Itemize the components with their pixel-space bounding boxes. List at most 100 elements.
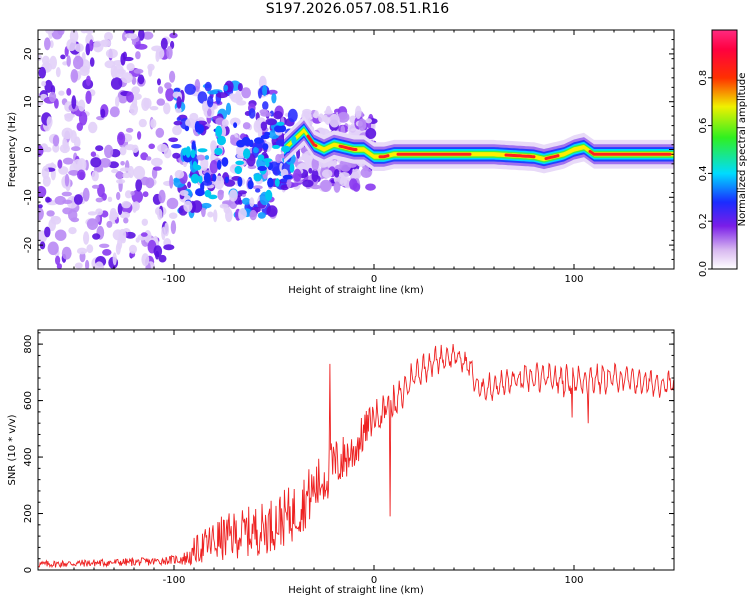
- noise-blob: [322, 114, 328, 123]
- signal-blob: [190, 149, 196, 159]
- signal-blob: [212, 173, 217, 182]
- noise-blob: [135, 179, 143, 192]
- noise-blob: [333, 181, 341, 193]
- noise-blob: [49, 55, 57, 70]
- signal-blob: [190, 173, 200, 184]
- noise-blob: [45, 196, 51, 203]
- noise-blob: [88, 121, 98, 134]
- noise-blob: [161, 226, 166, 240]
- noise-blob: [164, 82, 172, 89]
- noise-blob: [70, 130, 77, 144]
- noise-blob: [48, 218, 56, 232]
- noise-blob: [324, 109, 333, 115]
- noise-blob: [266, 205, 278, 217]
- noise-blob: [260, 121, 268, 131]
- noise-blob: [221, 119, 229, 127]
- ridge-layer: [284, 128, 674, 162]
- signal-blob: [276, 121, 285, 126]
- noise-blob: [126, 91, 134, 103]
- noise-blob: [349, 178, 358, 190]
- noise-blob: [44, 60, 50, 71]
- noise-blob: [253, 120, 261, 133]
- colorbar-tick-label: 0.8: [698, 70, 709, 86]
- noise-blob: [80, 30, 88, 34]
- noise-blob: [102, 249, 112, 256]
- noise-blob: [38, 207, 44, 221]
- signal-blob: [198, 175, 203, 184]
- noise-blob: [121, 200, 131, 209]
- noise-blob: [252, 185, 263, 190]
- noise-blob: [183, 200, 193, 213]
- noise-blob: [302, 179, 314, 188]
- noise-blob: [55, 255, 61, 265]
- noise-blob: [169, 70, 176, 83]
- noise-blob: [202, 100, 209, 113]
- noise-blob: [117, 131, 126, 146]
- noise-blob: [66, 88, 72, 96]
- noise-blob: [82, 187, 90, 202]
- noise-blob: [71, 95, 77, 110]
- ridge-core-segment: [306, 134, 318, 148]
- noise-blob: [86, 218, 99, 231]
- signal-blob: [262, 158, 273, 163]
- noise-blob: [165, 87, 175, 102]
- noise-blob: [108, 161, 119, 169]
- noise-blob: [38, 101, 44, 106]
- noise-blob: [90, 151, 97, 157]
- noise-blob: [132, 201, 140, 212]
- noise-blob: [112, 252, 117, 266]
- noise-blob: [110, 64, 118, 79]
- noise-blob: [202, 180, 213, 186]
- noise-blob: [223, 84, 229, 92]
- signal-blob: [267, 177, 274, 188]
- noise-blob: [207, 211, 214, 218]
- noise-blob: [163, 244, 175, 251]
- noise-blob: [179, 190, 189, 196]
- signal-blob: [184, 125, 190, 132]
- noise-blob: [168, 137, 179, 143]
- noise-blob: [242, 197, 251, 205]
- noise-blob: [216, 92, 229, 99]
- noise-blob: [116, 179, 126, 184]
- noise-blob: [273, 111, 283, 120]
- snr-panel: -100 0 100 0 200 400 600 800 Height of straight …: [7, 329, 675, 596]
- signal-blob: [248, 139, 254, 148]
- noise-blob: [130, 191, 135, 196]
- noise-blob: [365, 183, 376, 191]
- noise-blob: [153, 245, 163, 258]
- noise-blob: [200, 157, 209, 171]
- noise-blob: [57, 30, 65, 36]
- chart-title: S197.2026.057.08.51.R16: [265, 1, 450, 17]
- noise-blob: [171, 144, 182, 149]
- noise-blob: [271, 93, 277, 104]
- noise-blob: [87, 211, 97, 216]
- noise-blob: [38, 185, 47, 198]
- noise-blob: [207, 95, 214, 108]
- noise-blob: [44, 226, 51, 238]
- colorbar-tick-label: 0.0: [698, 261, 709, 277]
- noise-blob: [74, 43, 84, 53]
- noise-blob: [89, 57, 95, 67]
- noise-blob: [85, 259, 90, 269]
- noise-blob: [310, 184, 322, 190]
- noise-blob: [157, 78, 161, 86]
- noise-blob: [38, 204, 43, 209]
- noise-blob: [185, 118, 196, 128]
- noise-blob: [253, 146, 259, 154]
- noise-blob: [129, 244, 137, 254]
- noise-blob: [157, 143, 168, 153]
- noise-blob: [169, 175, 174, 189]
- noise-blob: [44, 37, 51, 51]
- noise-blob: [242, 122, 251, 130]
- noise-blob: [160, 37, 168, 50]
- noise-blob: [137, 131, 142, 140]
- noise-blob: [318, 163, 328, 168]
- noise-blob: [255, 188, 261, 193]
- noise-blob: [131, 86, 140, 95]
- noise-blob: [358, 118, 367, 131]
- noise-blob: [262, 101, 269, 111]
- noise-blob: [249, 209, 257, 221]
- noise-blob: [312, 112, 318, 119]
- noise-blob: [116, 191, 121, 201]
